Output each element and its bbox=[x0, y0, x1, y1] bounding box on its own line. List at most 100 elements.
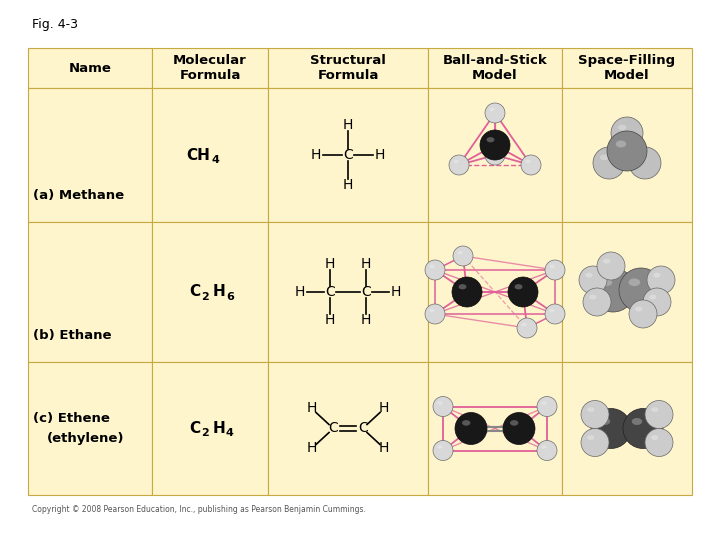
Ellipse shape bbox=[631, 418, 642, 425]
Bar bbox=[152, 222, 268, 362]
Circle shape bbox=[433, 441, 453, 461]
Ellipse shape bbox=[651, 407, 659, 412]
Bar bbox=[268, 362, 428, 495]
Ellipse shape bbox=[651, 435, 659, 440]
Ellipse shape bbox=[457, 251, 463, 254]
Text: (b) Ethane: (b) Ethane bbox=[33, 329, 112, 342]
Ellipse shape bbox=[526, 160, 531, 163]
Ellipse shape bbox=[549, 309, 554, 312]
Circle shape bbox=[517, 318, 537, 338]
Text: H: H bbox=[361, 313, 372, 327]
Text: H: H bbox=[379, 402, 390, 415]
Text: C: C bbox=[325, 285, 335, 299]
Ellipse shape bbox=[616, 140, 626, 147]
Text: C: C bbox=[189, 421, 200, 436]
Ellipse shape bbox=[600, 279, 612, 286]
Text: (c) Ethene: (c) Ethene bbox=[33, 412, 110, 425]
Ellipse shape bbox=[600, 418, 611, 425]
Circle shape bbox=[619, 268, 663, 312]
Circle shape bbox=[452, 277, 482, 307]
Text: C: C bbox=[343, 148, 353, 162]
Text: H: H bbox=[379, 442, 390, 456]
Ellipse shape bbox=[487, 137, 495, 143]
Ellipse shape bbox=[454, 160, 459, 163]
Ellipse shape bbox=[653, 273, 660, 278]
Bar bbox=[562, 222, 692, 362]
Text: C: C bbox=[358, 422, 368, 435]
Ellipse shape bbox=[510, 420, 518, 426]
Circle shape bbox=[593, 147, 625, 179]
Ellipse shape bbox=[636, 154, 644, 160]
Ellipse shape bbox=[521, 323, 526, 326]
Text: Molecular
Formula: Molecular Formula bbox=[173, 54, 247, 82]
Circle shape bbox=[455, 413, 487, 444]
Circle shape bbox=[623, 408, 663, 449]
Text: CH: CH bbox=[186, 147, 210, 163]
Circle shape bbox=[537, 396, 557, 416]
Ellipse shape bbox=[437, 401, 443, 405]
Circle shape bbox=[480, 130, 510, 160]
Circle shape bbox=[643, 288, 671, 316]
Bar bbox=[28, 362, 152, 495]
Text: C: C bbox=[189, 285, 200, 300]
Circle shape bbox=[611, 137, 643, 169]
Bar bbox=[268, 222, 428, 362]
Bar bbox=[428, 362, 562, 495]
Circle shape bbox=[591, 268, 635, 312]
Ellipse shape bbox=[585, 273, 593, 278]
Circle shape bbox=[645, 429, 673, 456]
Circle shape bbox=[449, 155, 469, 175]
Text: 2: 2 bbox=[201, 429, 209, 438]
Circle shape bbox=[597, 252, 625, 280]
Text: H: H bbox=[343, 118, 354, 132]
Text: Space-Filling
Model: Space-Filling Model bbox=[578, 54, 675, 82]
Text: H: H bbox=[375, 148, 385, 162]
Text: Ball-and-Stick
Model: Ball-and-Stick Model bbox=[443, 54, 547, 82]
Bar bbox=[28, 48, 152, 88]
Text: 6: 6 bbox=[226, 292, 234, 302]
Text: H: H bbox=[325, 257, 336, 271]
Circle shape bbox=[579, 266, 607, 294]
Text: H: H bbox=[213, 285, 226, 300]
Text: Fig. 4-3: Fig. 4-3 bbox=[32, 18, 78, 31]
Circle shape bbox=[591, 408, 631, 449]
Bar bbox=[428, 222, 562, 362]
Circle shape bbox=[508, 277, 538, 307]
Text: Name: Name bbox=[68, 62, 112, 75]
Text: C: C bbox=[328, 422, 338, 435]
Ellipse shape bbox=[649, 295, 657, 300]
Circle shape bbox=[629, 147, 661, 179]
Circle shape bbox=[425, 260, 445, 280]
Circle shape bbox=[485, 145, 505, 165]
Circle shape bbox=[629, 300, 657, 328]
Bar bbox=[152, 362, 268, 495]
Bar bbox=[268, 88, 428, 222]
Bar bbox=[562, 48, 692, 88]
Bar bbox=[562, 362, 692, 495]
Circle shape bbox=[583, 288, 611, 316]
Circle shape bbox=[645, 401, 673, 429]
Ellipse shape bbox=[587, 435, 595, 440]
Circle shape bbox=[647, 266, 675, 294]
Text: H: H bbox=[213, 421, 226, 436]
Circle shape bbox=[433, 396, 453, 416]
Bar bbox=[28, 222, 152, 362]
Text: C: C bbox=[361, 285, 371, 299]
Bar bbox=[428, 88, 562, 222]
Ellipse shape bbox=[429, 265, 435, 268]
Ellipse shape bbox=[490, 150, 495, 153]
Ellipse shape bbox=[549, 265, 554, 268]
Text: H: H bbox=[325, 313, 336, 327]
Circle shape bbox=[503, 413, 535, 444]
Circle shape bbox=[611, 117, 643, 149]
Bar bbox=[562, 88, 692, 222]
Bar bbox=[28, 88, 152, 222]
Bar bbox=[152, 88, 268, 222]
Text: 2: 2 bbox=[201, 292, 209, 302]
Ellipse shape bbox=[462, 420, 470, 426]
Ellipse shape bbox=[600, 154, 608, 160]
Text: (a) Methane: (a) Methane bbox=[33, 189, 124, 202]
Circle shape bbox=[425, 304, 445, 324]
Text: Copyright © 2008 Pearson Education, Inc., publishing as Pearson Benjamin Cumming: Copyright © 2008 Pearson Education, Inc.… bbox=[32, 505, 366, 515]
Ellipse shape bbox=[437, 446, 443, 449]
